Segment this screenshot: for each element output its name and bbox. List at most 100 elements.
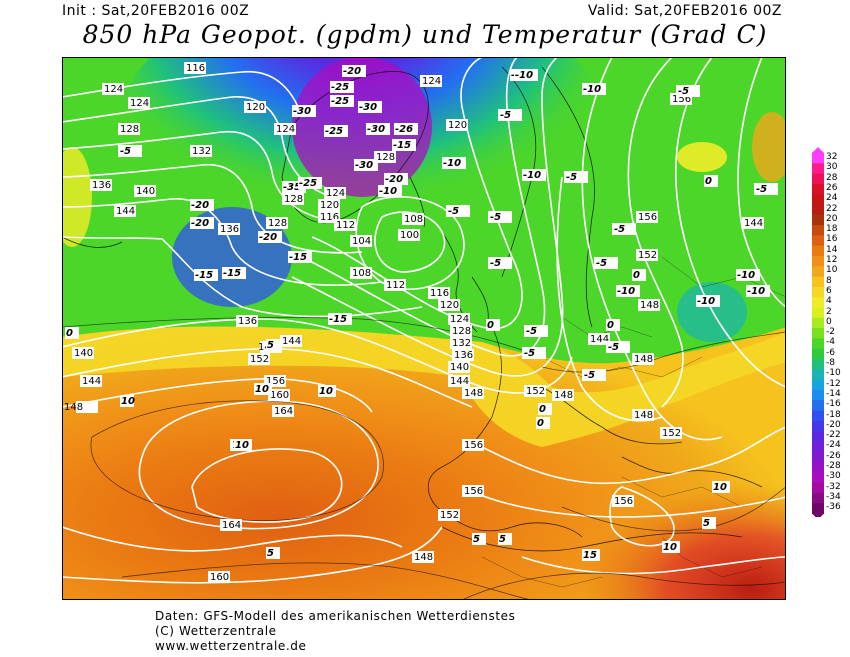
colorbar-cell	[812, 235, 824, 247]
colorbar-tick-label: 6	[826, 285, 832, 296]
temp-label: -15	[288, 251, 312, 263]
svg-text:124: 124	[422, 76, 441, 87]
credits-url[interactable]: www.wetterzentrale.de	[155, 639, 307, 653]
colorbar-cell	[812, 163, 824, 175]
colorbar-cell	[812, 462, 824, 473]
gp-label: 120	[244, 101, 266, 113]
gp-label: 160	[208, 571, 230, 583]
gp-label: 148	[64, 401, 98, 413]
temp-label: 5	[498, 533, 512, 545]
svg-text:156: 156	[464, 440, 483, 451]
temp-label: 0	[606, 319, 620, 331]
colorbar-tick-label: 0	[826, 316, 832, 327]
temp-label: -5	[488, 211, 512, 223]
colorbar-tick-label: -4	[826, 337, 835, 348]
svg-text:136: 136	[92, 180, 111, 191]
svg-text:-5: -5	[584, 370, 595, 381]
temp-label: 0	[538, 403, 552, 415]
svg-text:144: 144	[82, 376, 101, 387]
gp-label: 124	[448, 313, 470, 325]
colorbar-arrow-bottom	[812, 513, 824, 517]
gp-label: 156	[462, 439, 484, 451]
geopotential-labels: 116 124 124 128 132 120 124 128 136 140 …	[64, 62, 764, 583]
gp-label: 148	[632, 409, 654, 421]
svg-text:-5: -5	[596, 258, 607, 269]
svg-text:144: 144	[450, 376, 469, 387]
colorbar-tick-label: 22	[826, 203, 838, 214]
colorbar-tick-label: -10	[826, 368, 841, 379]
svg-text:-15: -15	[223, 268, 241, 279]
temp-label: 0	[704, 175, 718, 187]
temp-label: -30	[292, 105, 316, 117]
temp-label: -10	[746, 285, 770, 297]
svg-text:-15: -15	[393, 140, 411, 151]
gp-label: 156	[636, 211, 658, 223]
svg-text:-10: -10	[737, 270, 755, 281]
temp-label: -15	[222, 267, 246, 279]
svg-text:-20: -20	[191, 218, 209, 229]
svg-text:100: 100	[400, 230, 419, 241]
svg-text:160: 160	[270, 390, 289, 401]
svg-text:-5: -5	[756, 184, 767, 195]
temp-label: -5	[118, 145, 142, 157]
colorbar-tick-label: -20	[826, 419, 841, 430]
svg-text:160: 160	[210, 572, 229, 583]
temp-label: 0	[486, 319, 500, 331]
svg-text:-25: -25	[331, 82, 349, 93]
colorbar-cell	[812, 225, 824, 236]
temp-label: -10	[514, 69, 538, 81]
temp-label: -25	[298, 177, 322, 189]
svg-text:152: 152	[440, 510, 459, 521]
temp-label: -5	[582, 369, 606, 381]
colorbar-cell	[812, 307, 824, 319]
svg-text:156: 156	[672, 94, 691, 105]
temp-label: 5	[472, 533, 486, 545]
temp-label: 10	[234, 439, 252, 451]
svg-text:10: 10	[255, 384, 269, 395]
temp-label: -25	[324, 125, 348, 137]
gp-label: 152	[660, 427, 682, 439]
svg-text:140: 140	[136, 186, 155, 197]
temp-label: 15	[582, 549, 600, 561]
gp-label: 144	[80, 375, 102, 387]
colorbar-cell	[812, 359, 824, 370]
temp-label: 0	[632, 269, 646, 281]
gp-label: 120	[438, 299, 460, 311]
colorbar-cell	[812, 245, 824, 257]
svg-text:-5: -5	[566, 172, 577, 183]
svg-text:-10: -10	[515, 70, 533, 81]
colorbar-tick-label: -28	[826, 461, 841, 471]
svg-text:140: 140	[74, 348, 93, 359]
gp-label: 152	[524, 385, 546, 397]
colorbar-cell	[812, 441, 824, 453]
temp-label: -20	[342, 65, 366, 77]
svg-text:128: 128	[268, 218, 287, 229]
svg-text:0: 0	[607, 320, 614, 331]
colorbar-tick-label: -22	[826, 430, 841, 441]
svg-text:164: 164	[274, 406, 293, 417]
svg-text:-25: -25	[299, 178, 317, 189]
svg-text:-5: -5	[500, 110, 511, 121]
svg-text:-5: -5	[490, 212, 501, 223]
gp-label: 124	[420, 75, 442, 87]
svg-text:136: 136	[220, 224, 239, 235]
credits-copyright: (C) Wetterzentrale	[155, 624, 277, 638]
temp-label: -5	[498, 109, 522, 121]
temp-label: -30	[354, 159, 378, 171]
colorbar-tick-label: 26	[826, 182, 838, 193]
svg-text:-5: -5	[448, 206, 459, 217]
gp-label: 124	[128, 97, 150, 109]
svg-text:128: 128	[284, 194, 303, 205]
colorbar-tick-label: -16	[826, 399, 841, 410]
gp-label: 104	[350, 235, 372, 247]
temp-label: -5	[676, 85, 700, 97]
gp-label: 152	[438, 509, 460, 521]
svg-text:144: 144	[744, 218, 763, 229]
svg-text:10: 10	[235, 440, 249, 451]
svg-text:128: 128	[376, 152, 395, 163]
svg-text:156: 156	[614, 496, 633, 507]
svg-text:-30: -30	[355, 160, 373, 171]
svg-text:116: 116	[320, 212, 339, 223]
svg-text:0: 0	[66, 328, 73, 339]
svg-text:148: 148	[414, 552, 433, 563]
